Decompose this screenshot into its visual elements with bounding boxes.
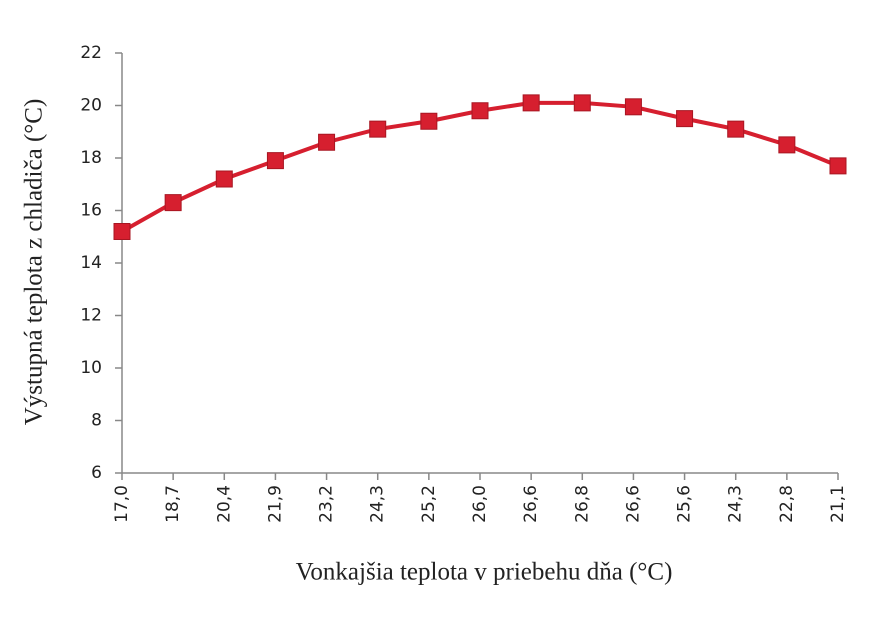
x-tick-label: 26,0 bbox=[470, 485, 490, 523]
marker bbox=[215, 170, 233, 188]
x-tick-label: 18,7 bbox=[163, 485, 183, 523]
x-tick-label: 24,3 bbox=[726, 485, 746, 523]
marker bbox=[318, 133, 336, 151]
marker bbox=[727, 120, 745, 138]
marker bbox=[573, 94, 591, 112]
marker bbox=[676, 110, 694, 128]
marker bbox=[369, 120, 387, 138]
y-tick-label: 12 bbox=[80, 306, 102, 326]
x-tick-label: 26,6 bbox=[623, 485, 643, 523]
y-tick-label: 14 bbox=[80, 253, 102, 273]
x-tick-label: 25,2 bbox=[419, 485, 439, 523]
marker bbox=[420, 112, 438, 130]
marker bbox=[778, 136, 796, 154]
marker bbox=[266, 152, 284, 170]
y-tick-label: 22 bbox=[80, 43, 102, 63]
marker bbox=[471, 102, 489, 120]
x-tick-label: 26,6 bbox=[521, 485, 541, 523]
x-tick-label: 26,8 bbox=[572, 485, 592, 523]
marker bbox=[829, 157, 847, 175]
x-tick-label: 21,1 bbox=[828, 485, 848, 523]
y-tick-label: 6 bbox=[91, 463, 102, 483]
y-tick-label: 16 bbox=[80, 201, 102, 221]
y-axis-title: Výstupná teplota z chladiča (°C) bbox=[21, 99, 48, 426]
x-tick-label: 17,0 bbox=[112, 485, 132, 523]
y-tick-label: 10 bbox=[80, 358, 102, 378]
y-tick-label: 18 bbox=[80, 148, 102, 168]
marker bbox=[164, 194, 182, 212]
marker bbox=[624, 98, 642, 116]
x-tick-label: 25,6 bbox=[675, 485, 695, 523]
marker bbox=[113, 223, 131, 240]
x-tick-label: 20,4 bbox=[214, 485, 234, 523]
x-tick-label: 24,3 bbox=[368, 485, 388, 523]
y-tick-label: 20 bbox=[80, 96, 102, 116]
x-axis-title: Vonkajšia teplota v priebehu dňa (°C) bbox=[296, 559, 673, 586]
marker bbox=[522, 94, 540, 112]
x-tick-label: 23,2 bbox=[317, 485, 337, 523]
y-tick-label: 8 bbox=[91, 411, 102, 431]
x-tick-label: 22,8 bbox=[777, 485, 797, 523]
x-tick-label: 21,9 bbox=[265, 485, 285, 523]
